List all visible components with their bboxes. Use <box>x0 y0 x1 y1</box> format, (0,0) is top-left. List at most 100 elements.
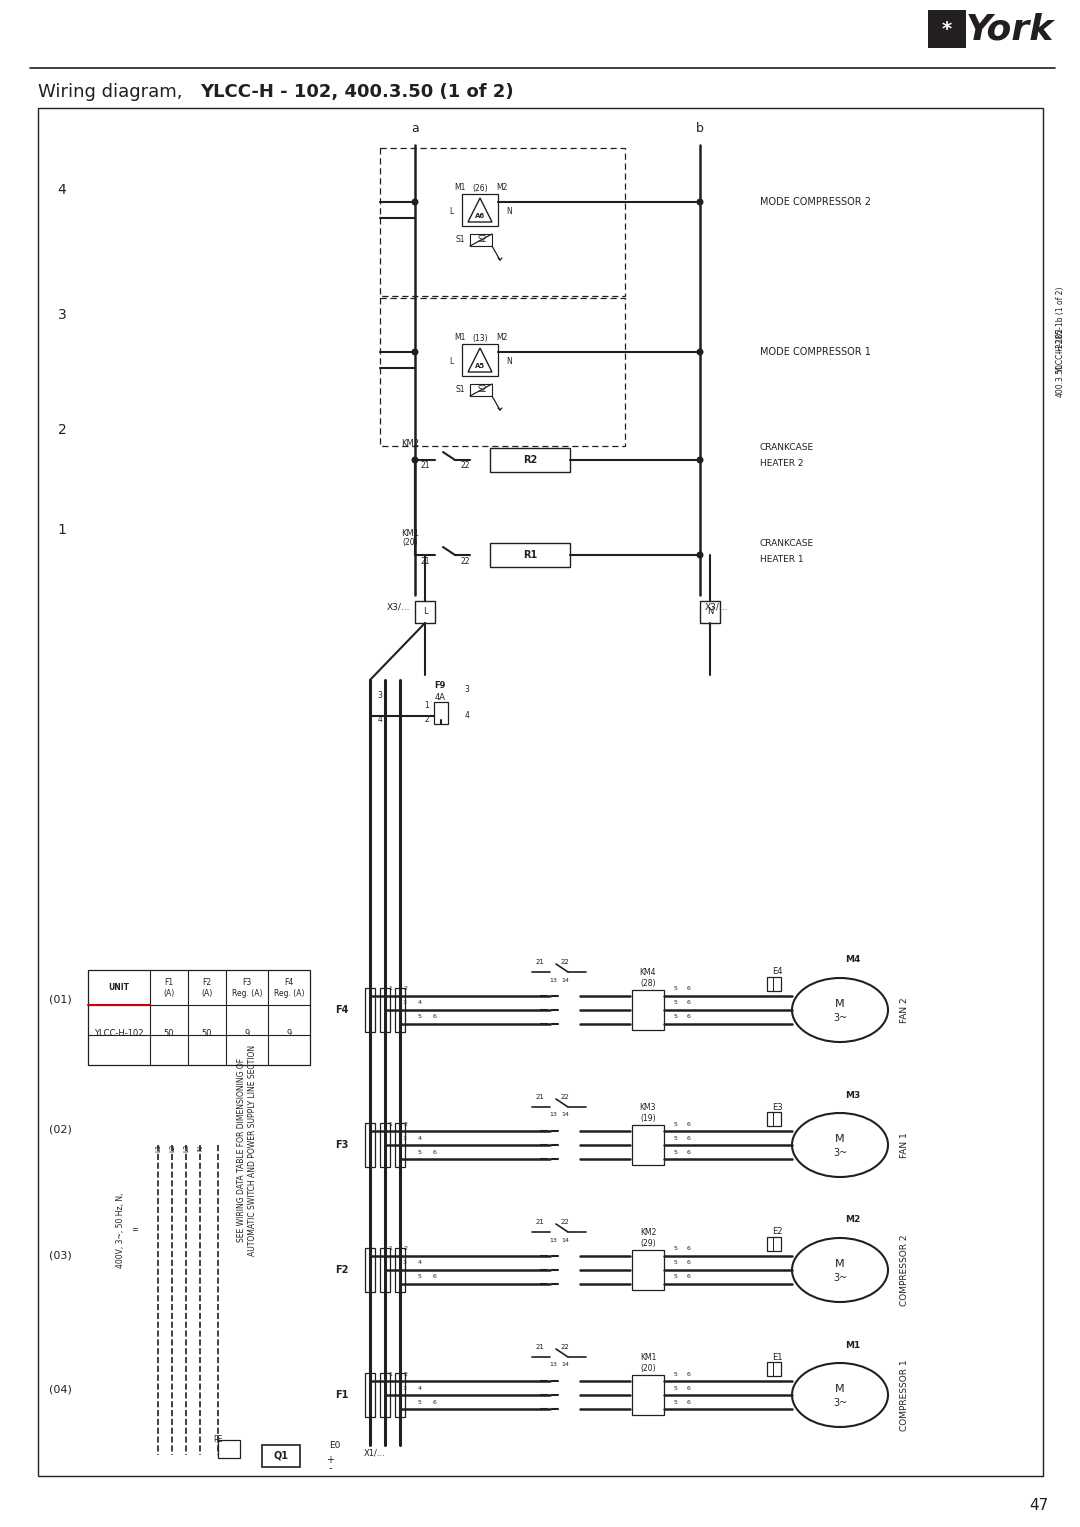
Bar <box>632 1374 664 1416</box>
Text: E2: E2 <box>772 1228 782 1237</box>
Text: M: M <box>835 1258 845 1269</box>
Text: 21: 21 <box>536 959 544 965</box>
Bar <box>365 988 375 1032</box>
Bar <box>632 1251 664 1290</box>
Text: 22: 22 <box>561 1219 569 1225</box>
Text: 5: 5 <box>418 1014 422 1020</box>
Text: (02): (02) <box>49 1125 71 1135</box>
Text: M1: M1 <box>455 333 465 342</box>
Circle shape <box>366 1266 374 1274</box>
Text: Q1: Q1 <box>273 1451 288 1461</box>
Text: 5: 5 <box>674 1246 678 1252</box>
Circle shape <box>697 348 703 356</box>
Text: -: - <box>328 1463 332 1474</box>
Text: 6: 6 <box>433 1275 437 1280</box>
Bar <box>462 194 498 226</box>
Text: 21: 21 <box>420 556 430 565</box>
Text: 6: 6 <box>687 1000 691 1005</box>
Text: R1: R1 <box>523 550 537 560</box>
Text: 6: 6 <box>687 1121 691 1127</box>
Text: 6: 6 <box>687 1275 691 1280</box>
Text: 22: 22 <box>561 1093 569 1099</box>
Bar <box>395 1373 405 1417</box>
Text: 2: 2 <box>403 1371 407 1376</box>
Text: FAN 2: FAN 2 <box>900 997 909 1023</box>
Text: PE: PE <box>214 1435 222 1445</box>
Text: 4: 4 <box>418 1260 422 1266</box>
Text: 1: 1 <box>388 1246 392 1252</box>
Text: CRANKCASE: CRANKCASE <box>760 443 814 452</box>
Text: 6: 6 <box>687 1150 691 1154</box>
Text: F2
(A): F2 (A) <box>201 979 213 997</box>
Bar <box>462 344 498 376</box>
Circle shape <box>396 1391 404 1399</box>
Text: KM2
(29): KM2 (29) <box>639 1228 657 1248</box>
Text: F4: F4 <box>335 1005 348 1015</box>
Bar <box>767 1362 781 1376</box>
Text: 5: 5 <box>674 1400 678 1405</box>
Circle shape <box>381 1142 389 1148</box>
Text: 1: 1 <box>388 1371 392 1376</box>
Text: 3: 3 <box>403 1260 407 1266</box>
Text: YLCC-H-102: YLCC-H-102 <box>94 1029 144 1037</box>
Text: M3: M3 <box>845 1090 861 1099</box>
Circle shape <box>697 199 703 206</box>
Bar <box>415 602 435 623</box>
Text: HEATER 2: HEATER 2 <box>760 460 804 469</box>
Text: E3: E3 <box>772 1102 782 1112</box>
Text: L1: L1 <box>156 1144 161 1153</box>
Bar <box>928 11 966 47</box>
Text: COMPRESSOR 2: COMPRESSOR 2 <box>900 1234 909 1306</box>
Bar <box>470 383 492 395</box>
Text: L: L <box>422 608 428 617</box>
Text: L2: L2 <box>168 1144 175 1153</box>
Text: F4
Reg. (A): F4 Reg. (A) <box>273 979 305 997</box>
Text: 2: 2 <box>424 716 430 724</box>
Text: 14: 14 <box>562 1237 569 1243</box>
Text: 22: 22 <box>561 1344 569 1350</box>
Text: 4: 4 <box>57 183 66 197</box>
Text: 9: 9 <box>244 1029 249 1037</box>
Text: 22: 22 <box>460 556 470 565</box>
Text: X1/...: X1/... <box>364 1449 386 1457</box>
Text: 14: 14 <box>562 1113 569 1118</box>
Text: 13: 13 <box>549 1237 557 1243</box>
Text: 5: 5 <box>418 1400 422 1405</box>
Text: 3~: 3~ <box>833 1148 847 1157</box>
Text: M: M <box>835 1135 845 1144</box>
Text: 2: 2 <box>57 423 66 437</box>
Text: S1: S1 <box>456 385 464 394</box>
Text: FAN 1: FAN 1 <box>900 1132 909 1157</box>
Text: S1: S1 <box>456 235 464 244</box>
Text: N: N <box>706 608 713 617</box>
Circle shape <box>396 1142 404 1148</box>
Text: KM3
(19): KM3 (19) <box>639 1104 657 1122</box>
Text: M2: M2 <box>497 333 508 342</box>
Text: A6: A6 <box>475 212 485 218</box>
Text: KM1
(20): KM1 (20) <box>639 1353 657 1373</box>
Text: 2: 2 <box>403 1121 407 1127</box>
Text: UNIT: UNIT <box>108 983 130 993</box>
Text: COMPRESSOR 1: COMPRESSOR 1 <box>900 1359 909 1431</box>
Text: F9: F9 <box>434 681 446 690</box>
Text: N: N <box>507 357 512 366</box>
Text: I-2285-1b (1 of 2): I-2285-1b (1 of 2) <box>1055 287 1065 353</box>
Text: KM1: KM1 <box>401 528 419 538</box>
Circle shape <box>411 199 419 206</box>
Text: S2: S2 <box>477 235 487 244</box>
Circle shape <box>381 1006 389 1014</box>
Text: SEE WIRING DATA TABLE FOR DIMENSIONING OF
AUTOMATIC SWITCH AND POWER SUPPLY LINE: SEE WIRING DATA TABLE FOR DIMENSIONING O… <box>238 1044 257 1255</box>
Text: M4: M4 <box>845 956 861 965</box>
Circle shape <box>396 1006 404 1014</box>
Bar <box>380 1248 390 1292</box>
Bar <box>365 1373 375 1417</box>
Bar <box>434 702 448 724</box>
Bar <box>380 298 625 446</box>
Circle shape <box>381 1391 389 1399</box>
Text: 13: 13 <box>549 977 557 982</box>
Text: 50: 50 <box>164 1029 174 1037</box>
Text: 5: 5 <box>418 1150 422 1154</box>
Bar <box>767 1112 781 1125</box>
Text: 4: 4 <box>464 710 470 719</box>
Text: 3: 3 <box>403 1000 407 1005</box>
